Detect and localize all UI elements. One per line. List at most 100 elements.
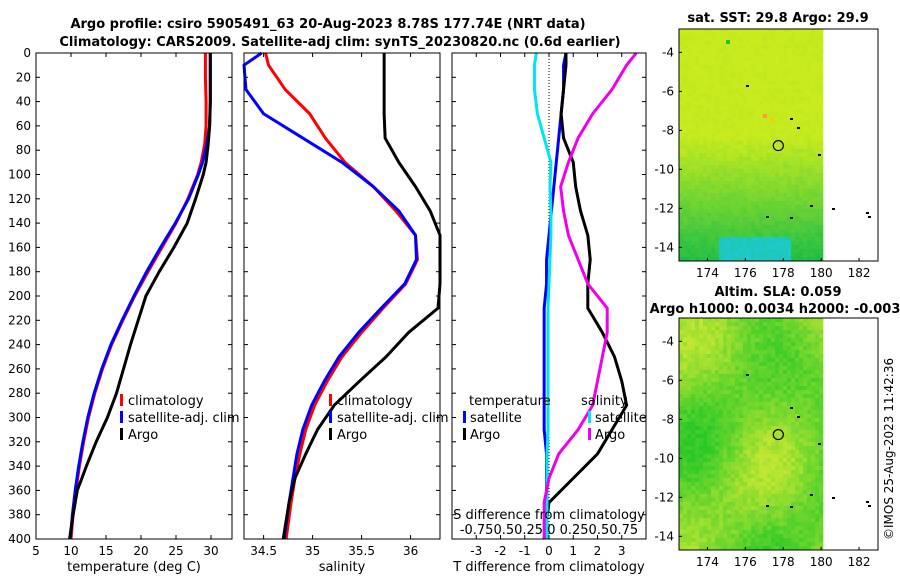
map-cell: [687, 522, 692, 527]
map-cell: [735, 442, 740, 447]
map-cell: [719, 45, 724, 50]
map-cell: [795, 41, 800, 46]
map-cell: [763, 161, 768, 166]
map-cell: [687, 478, 692, 483]
map-cell: [807, 458, 812, 463]
map-cell: [803, 542, 808, 547]
map-cell: [711, 542, 716, 547]
map-cell: [703, 502, 708, 507]
legend-swatch-satellite-adj: [120, 411, 123, 423]
map-cell: [795, 462, 800, 467]
map-cell: [807, 430, 812, 435]
map-cell: [811, 73, 816, 78]
map-cell: [819, 129, 824, 134]
map-cell: [767, 205, 772, 210]
map-cell: [695, 249, 700, 254]
map-cell: [819, 201, 824, 206]
map-cell: [719, 526, 724, 531]
map-cell: [767, 486, 772, 491]
map-cell: [727, 422, 732, 427]
map-cell: [803, 474, 808, 479]
map-cell: [731, 442, 736, 447]
map-cell: [791, 378, 796, 383]
map-cell: [679, 526, 684, 531]
map-cell: [679, 546, 684, 551]
x-tick-label: 35: [305, 544, 320, 558]
map-cell: [723, 53, 728, 58]
map-cell: [695, 225, 700, 230]
map-cell: [723, 137, 728, 142]
map-cell: [751, 221, 756, 226]
map-cell: [783, 430, 788, 435]
map-cell: [759, 366, 764, 371]
map-cell: [799, 438, 804, 443]
map-cell: [803, 109, 808, 114]
map-cell: [699, 398, 704, 403]
map-cell: [691, 101, 696, 106]
map-cell: [743, 69, 748, 74]
map-cell: [731, 526, 736, 531]
map-cell: [811, 141, 816, 146]
map-cell: [747, 406, 752, 411]
map-cell: [723, 121, 728, 126]
map-cell: [759, 434, 764, 439]
map-cell: [739, 61, 744, 66]
map-cell: [799, 454, 804, 459]
map-cell: [735, 382, 740, 387]
map-cell: [795, 434, 800, 439]
map-cell: [715, 41, 720, 46]
map-cell: [679, 97, 684, 102]
map-cell: [739, 482, 744, 487]
map-cell: [715, 73, 720, 78]
map-cell: [783, 438, 788, 443]
map-cell: [751, 201, 756, 206]
map-cell: [711, 237, 716, 242]
map-cell: [763, 233, 768, 238]
map-cell: [715, 382, 720, 387]
map-cell: [811, 542, 816, 547]
map-cell: [775, 229, 780, 234]
map-cell: [727, 506, 732, 511]
map-cell: [767, 97, 772, 102]
map-cell: [791, 318, 796, 323]
map-cell: [727, 205, 732, 210]
map-cell: [743, 382, 748, 387]
map-cell: [771, 354, 776, 359]
map-cell: [719, 414, 724, 419]
map-cell: [811, 414, 816, 419]
map-x-tick-label: 174: [696, 555, 719, 569]
map-cell: [783, 245, 788, 250]
map-cell: [687, 49, 692, 54]
map-cell: [743, 229, 748, 234]
map-cell: [775, 137, 780, 142]
map-cell: [755, 486, 760, 491]
map-cell: [767, 113, 772, 118]
map-cell: [771, 249, 776, 254]
map-cell: [751, 350, 756, 355]
map-cell: [695, 482, 700, 487]
map-cell: [795, 133, 800, 138]
map-cell: [783, 410, 788, 415]
map-cell: [719, 454, 724, 459]
map-cell: [719, 125, 724, 130]
map-cell: [739, 41, 744, 46]
map-cell: [811, 342, 816, 347]
map-cell: [735, 422, 740, 427]
map-cell: [759, 326, 764, 331]
map-cell: [719, 169, 724, 174]
map-cell: [695, 69, 700, 74]
map-cell: [759, 253, 764, 258]
map-cell: [739, 129, 744, 134]
map-cell: [779, 546, 784, 551]
map-cell: [787, 378, 792, 383]
map-cell: [739, 394, 744, 399]
map-cell: [691, 49, 696, 54]
map-cell: [767, 29, 772, 34]
map-cell: [751, 502, 756, 507]
map-cell: [719, 534, 724, 539]
map-cell: [771, 217, 776, 222]
map-cell: [755, 233, 760, 238]
map-cell: [747, 430, 752, 435]
map-cell: [743, 133, 748, 138]
map-cell: [803, 225, 808, 230]
